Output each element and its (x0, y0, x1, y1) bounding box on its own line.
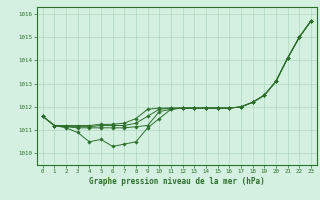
X-axis label: Graphe pression niveau de la mer (hPa): Graphe pression niveau de la mer (hPa) (89, 177, 265, 186)
